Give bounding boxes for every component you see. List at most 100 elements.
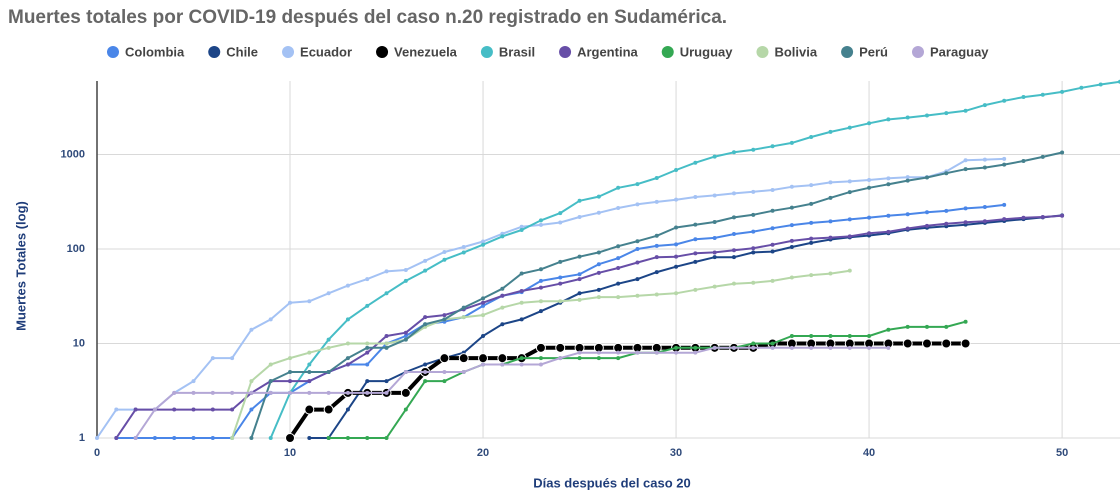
data-point — [538, 309, 543, 314]
data-point — [304, 404, 315, 415]
data-point — [635, 239, 640, 244]
data-point — [210, 407, 215, 412]
data-point — [345, 362, 350, 367]
data-point — [400, 387, 411, 398]
y-tick-label: 1 — [79, 432, 85, 444]
data-point — [461, 245, 466, 250]
data-point — [616, 244, 621, 249]
legend-marker — [756, 46, 769, 58]
data-point — [982, 165, 987, 170]
data-point — [538, 299, 543, 304]
data-point — [210, 356, 215, 361]
legend-label: Uruguay — [680, 44, 734, 59]
data-point — [288, 390, 293, 395]
series-line — [269, 80, 1120, 439]
data-point — [384, 436, 389, 440]
data-point — [268, 436, 273, 440]
data-point — [481, 239, 486, 244]
data-point — [558, 299, 563, 304]
data-point — [693, 287, 698, 292]
data-point — [1002, 162, 1007, 167]
data-point — [210, 390, 215, 395]
data-point — [828, 271, 833, 276]
data-point — [596, 210, 601, 215]
data-point — [577, 198, 582, 203]
data-point — [365, 341, 370, 346]
legend-marker — [912, 46, 924, 58]
data-point — [481, 313, 486, 318]
data-point — [712, 284, 717, 289]
data-point — [1079, 85, 1084, 90]
data-point — [577, 291, 582, 296]
legend-label: Venezuela — [394, 44, 458, 59]
data-point — [1098, 82, 1103, 87]
data-point — [1040, 92, 1045, 97]
data-point — [921, 338, 932, 349]
data-point — [905, 226, 910, 231]
data-point — [654, 255, 659, 260]
data-point — [616, 295, 621, 300]
data-point — [902, 338, 913, 349]
data-point — [809, 220, 814, 225]
legend-label: Chile — [226, 44, 258, 59]
data-point — [809, 135, 814, 140]
data-point — [693, 350, 698, 355]
data-point — [384, 269, 389, 274]
data-point — [230, 436, 235, 440]
data-point — [596, 262, 601, 267]
data-point — [616, 256, 621, 261]
data-point — [1060, 89, 1065, 94]
data-point — [538, 278, 543, 283]
data-point — [596, 356, 601, 361]
data-point — [867, 215, 872, 220]
data-point — [538, 285, 543, 290]
data-point — [114, 436, 119, 440]
data-point — [654, 292, 659, 297]
grid: 1 10 100 1000 0 10 20 30 40 50 — [61, 81, 1120, 459]
data-point — [941, 338, 952, 349]
legend-label: Colombia — [125, 44, 185, 59]
data-point — [577, 277, 582, 282]
data-point — [577, 272, 582, 277]
data-point — [616, 281, 621, 286]
data-point — [114, 407, 119, 412]
data-point — [1040, 154, 1045, 159]
data-point — [268, 379, 273, 384]
data-point — [191, 379, 196, 384]
data-point — [345, 436, 350, 440]
data-point — [905, 324, 910, 329]
data-point — [944, 208, 949, 213]
data-point — [674, 225, 679, 230]
series-line — [288, 341, 966, 440]
data-point — [905, 212, 910, 217]
data-point — [384, 341, 389, 346]
data-point — [809, 240, 814, 245]
data-point — [616, 265, 621, 270]
data-point — [191, 407, 196, 412]
data-point — [731, 191, 736, 196]
data-point — [616, 205, 621, 210]
legend-label: Perú — [859, 44, 888, 59]
x-tick-label: 30 — [670, 447, 682, 459]
data-point — [1002, 156, 1007, 161]
legend-label: Brasil — [499, 44, 535, 59]
data-point — [345, 283, 350, 288]
data-point — [635, 350, 640, 355]
data-point — [172, 436, 177, 440]
data-point — [326, 436, 331, 440]
data-point — [809, 201, 814, 206]
data-point — [731, 345, 736, 350]
data-point — [982, 219, 987, 224]
data-point — [654, 350, 659, 355]
data-point — [326, 345, 331, 350]
data-point — [538, 267, 543, 272]
data-point — [384, 379, 389, 384]
data-point — [307, 362, 312, 367]
data-point — [1060, 150, 1065, 155]
data-point — [847, 125, 852, 130]
data-point — [133, 436, 138, 440]
data-point — [555, 342, 566, 353]
data-point — [751, 189, 756, 194]
data-point — [960, 338, 971, 349]
data-point — [458, 353, 469, 364]
